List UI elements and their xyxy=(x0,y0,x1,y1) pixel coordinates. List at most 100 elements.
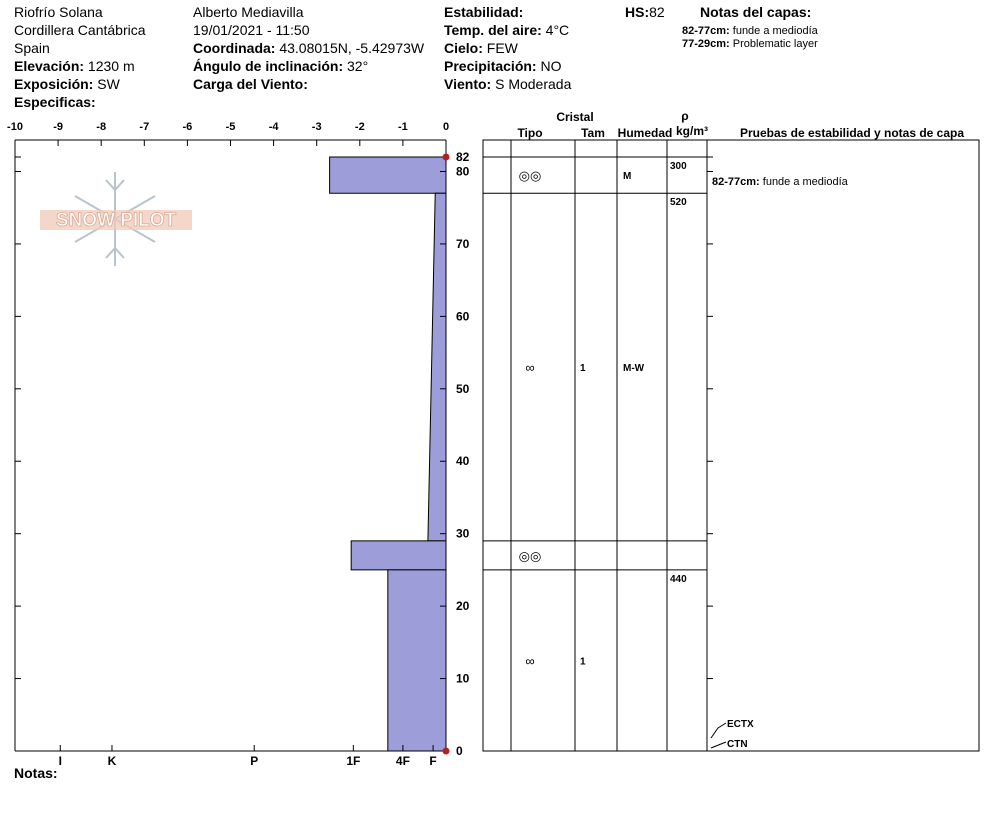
x-tick-label: -10 xyxy=(7,121,23,133)
field-label: Ángulo de inclinación: xyxy=(193,58,343,74)
y-tick-label: 50 xyxy=(456,382,470,396)
y-tick-label: 10 xyxy=(456,672,470,686)
hardness-tick-label: 1F xyxy=(346,754,360,768)
field-value: S Moderada xyxy=(495,76,571,92)
x-tick-label: -3 xyxy=(312,121,322,133)
hardness-tick-label: K xyxy=(108,754,117,768)
note-text: Problematic layer xyxy=(733,38,818,50)
hs: HS:82 xyxy=(625,4,665,20)
air-temp: Temp. del aire: 4°C xyxy=(444,22,569,38)
hardness-layer xyxy=(329,156,447,194)
hardness-layer xyxy=(427,192,447,542)
field-value: 4°C xyxy=(546,22,570,38)
precipitation: Precipitación: NO xyxy=(444,58,562,74)
field-label: Elevación: xyxy=(14,58,84,74)
density: 300 xyxy=(670,161,687,172)
field-value: SW xyxy=(97,76,120,92)
y-tick-label: 0 xyxy=(456,744,463,758)
grain-size: 1 xyxy=(580,656,586,667)
field-label: HS: xyxy=(625,4,649,20)
field-label: Cielo: xyxy=(444,40,483,56)
field-label: Viento: xyxy=(444,76,491,92)
x-tick-label: -5 xyxy=(226,121,236,133)
field-value: 82 xyxy=(649,4,665,20)
table-header: kg/m³ xyxy=(676,124,708,138)
logo-text: SNOW PILOT xyxy=(56,210,177,231)
table-header: Humedad xyxy=(618,126,673,140)
note-text: funde a mediodía xyxy=(733,25,819,37)
moisture: M xyxy=(623,171,631,182)
grain-size: 1 xyxy=(580,363,586,374)
field-value: NO xyxy=(540,58,561,74)
layer-notes-title: Notas del capas: xyxy=(700,4,811,20)
grain-type: ◎◎ xyxy=(519,548,542,563)
sky: Cielo: FEW xyxy=(444,40,519,56)
grain-type: ∞ xyxy=(525,653,534,668)
slope: Ángulo de inclinación: 32° xyxy=(193,58,368,74)
field-label: Precipitación: xyxy=(444,58,537,74)
hardness-tick-label: F xyxy=(429,754,436,768)
note-range: 82-77cm: xyxy=(682,25,730,37)
layer-note: 82-77cm: funde a mediodía xyxy=(682,25,819,37)
table-header: Tipo xyxy=(517,126,542,140)
density: 520 xyxy=(670,197,687,208)
location: Spain xyxy=(14,40,50,56)
x-tick-label: -1 xyxy=(398,121,408,133)
hardness-tick-label: 4F xyxy=(396,754,410,768)
y-tick-label: 82 xyxy=(456,150,470,164)
height-marker xyxy=(442,153,450,161)
stability-test: CTN xyxy=(727,739,748,750)
x-tick-label: -2 xyxy=(355,121,365,133)
location: Cordillera Cantábrica xyxy=(14,22,146,38)
grain-type: ∞ xyxy=(525,360,534,375)
field-label: Exposición: xyxy=(14,76,93,92)
layer-note: 77-29cm: Problematic layer xyxy=(682,38,818,50)
table-header: Pruebas de estabilidad y notas de capa xyxy=(740,126,964,140)
table-header: Tam xyxy=(581,126,605,140)
field-label: Coordinada: xyxy=(193,40,275,56)
coordinates: Coordinada: 43.08015N, -5.42973W xyxy=(193,40,425,56)
field-label: Temp. del aire: xyxy=(444,22,542,38)
table-frame xyxy=(482,139,980,752)
y-tick-label: 60 xyxy=(456,309,470,323)
moisture: M-W xyxy=(623,363,645,374)
field-value: 32° xyxy=(347,58,368,74)
height-marker xyxy=(442,747,450,755)
grain-type: ◎◎ xyxy=(519,168,542,183)
x-tick-label: -8 xyxy=(96,121,106,133)
field-value: 1230 m xyxy=(88,58,135,74)
hardness-tick-label: I xyxy=(59,754,62,768)
field-value: FEW xyxy=(487,40,519,56)
field-label: Especificas: xyxy=(14,94,96,110)
hardness-layer xyxy=(350,540,447,571)
note-range: 82-77cm: xyxy=(712,176,760,188)
y-tick-label: 40 xyxy=(456,454,470,468)
location: Riofrío Solana xyxy=(14,4,103,20)
test-arrow xyxy=(710,722,727,739)
field-value: 43.08015N, -5.42973W xyxy=(279,40,425,56)
layer-note: 82-77cm: funde a mediodía xyxy=(712,176,849,188)
elevation: Elevación: 1230 m xyxy=(14,58,135,74)
x-tick-label: -9 xyxy=(53,121,63,133)
logo-band xyxy=(40,210,192,230)
note-text: funde a mediodía xyxy=(763,176,849,188)
table-header: ρ xyxy=(681,109,688,123)
field-label: Carga del Viento: xyxy=(193,76,308,92)
stability-test: ECTX xyxy=(727,719,754,730)
hardness-tick-label: P xyxy=(250,754,258,768)
x-tick-label: -6 xyxy=(183,121,193,133)
x-tick-label: -7 xyxy=(139,121,149,133)
x-tick-label: -4 xyxy=(269,121,280,133)
field-label: Estabilidad: xyxy=(444,4,523,20)
y-tick-label: 80 xyxy=(456,164,470,178)
x-tick-label: 0 xyxy=(443,121,449,133)
note-range: 77-29cm: xyxy=(682,38,730,50)
wind: Viento: S Moderada xyxy=(444,76,572,92)
table-header: Cristal xyxy=(556,110,593,124)
test-arrow xyxy=(710,741,727,749)
footer-notes: Notas: xyxy=(14,765,58,781)
y-tick-label: 30 xyxy=(456,527,470,541)
hardness-layer xyxy=(387,569,447,752)
aspect: Exposición: SW xyxy=(14,76,121,92)
